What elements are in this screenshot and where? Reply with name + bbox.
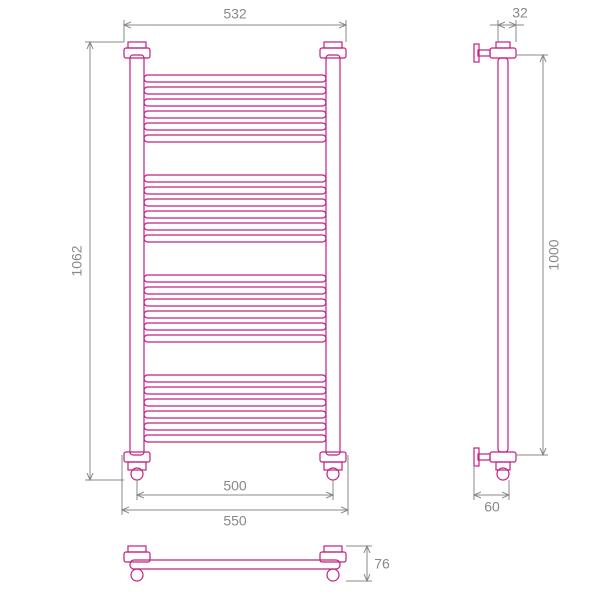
dim-top-height: 76 — [346, 546, 390, 581]
dim-label: 1062 — [69, 245, 85, 276]
dim-label: 532 — [223, 6, 247, 22]
dim-side-height: 1000 — [516, 55, 562, 455]
dim-side-depth: 32 — [490, 5, 528, 42]
dim-label: 500 — [223, 478, 247, 494]
front-rails — [144, 75, 326, 442]
side-view: 32 1000 60 — [474, 5, 562, 515]
front-bottom-fitting-right — [320, 452, 346, 480]
top-view: 76 — [124, 546, 390, 581]
dim-label: 550 — [223, 513, 247, 529]
dim-label: 60 — [484, 499, 500, 515]
dim-front-height: 1062 — [69, 42, 124, 480]
front-view: 532 1062 500 550 — [69, 6, 348, 529]
side-bottom-bracket — [474, 448, 516, 480]
front-bottom-fitting-left — [124, 452, 150, 480]
dim-label: 1000 — [546, 239, 562, 270]
side-top-bracket — [474, 42, 516, 62]
dim-front-width-bottom: 500 550 — [122, 455, 348, 529]
dim-side-base: 60 — [474, 466, 509, 515]
dim-label: 32 — [512, 5, 528, 21]
dim-front-width-top: 532 — [124, 6, 346, 42]
technical-drawing: 532 1062 500 550 — [0, 0, 600, 600]
dim-label: 76 — [374, 556, 390, 572]
